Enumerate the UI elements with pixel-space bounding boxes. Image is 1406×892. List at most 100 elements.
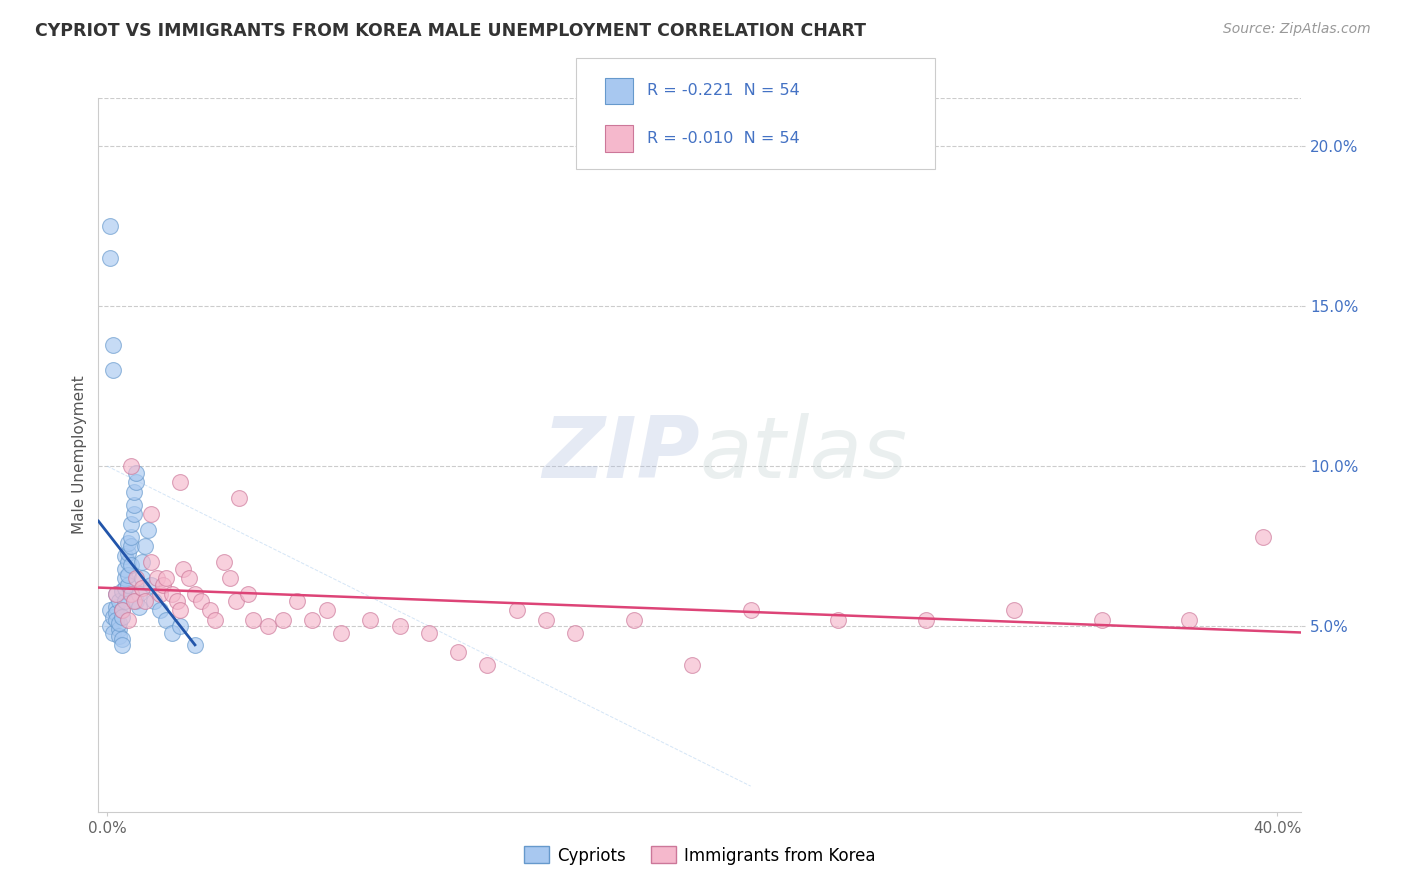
Point (149, 603, 172, 617)
Point (122, 498, 145, 512)
Point (128, 599, 150, 614)
Point (131, 581, 153, 595)
Point (117, 545, 139, 559)
Point (285, 593, 308, 607)
Point (120, 587, 142, 601)
Point (111, 638, 134, 652)
Point (120, 516, 142, 531)
Point (315, 603, 337, 617)
Point (827, 613, 849, 627)
Point (122, 484, 145, 499)
Point (146, 571, 169, 585)
Point (108, 615, 131, 630)
Point (447, 645, 470, 659)
Point (128, 587, 150, 601)
Point (681, 657, 703, 672)
Point (104, 599, 127, 614)
Point (122, 507, 145, 521)
Point (98, 219, 121, 233)
Point (125, 475, 148, 489)
Y-axis label: Male Unemployment: Male Unemployment (72, 376, 87, 534)
Point (111, 583, 134, 598)
Point (330, 625, 353, 640)
Point (111, 603, 134, 617)
Point (177, 571, 200, 585)
Point (564, 625, 586, 640)
Text: ZIP: ZIP (541, 413, 699, 497)
Point (117, 555, 139, 569)
Point (184, 587, 207, 601)
Text: CYPRIOT VS IMMIGRANTS FROM KOREA MALE UNEMPLOYMENT CORRELATION CHART: CYPRIOT VS IMMIGRANTS FROM KOREA MALE UN… (35, 22, 866, 40)
Point (114, 561, 136, 575)
Point (257, 619, 280, 633)
Point (301, 613, 323, 627)
Point (114, 571, 136, 585)
Point (104, 613, 127, 627)
Point (104, 587, 127, 601)
Point (114, 549, 136, 563)
Point (152, 577, 174, 591)
Point (101, 337, 124, 351)
Point (160, 625, 183, 640)
Point (1091, 613, 1114, 627)
Point (915, 613, 938, 627)
Point (477, 657, 499, 672)
Point (242, 613, 264, 627)
Point (120, 558, 142, 573)
Text: R = -0.221  N = 54: R = -0.221 N = 54 (647, 84, 800, 98)
Point (623, 613, 645, 627)
Point (104, 587, 127, 601)
Point (111, 603, 134, 617)
Point (740, 603, 762, 617)
Point (104, 607, 127, 621)
Point (534, 613, 557, 627)
Point (111, 609, 134, 624)
Point (198, 603, 221, 617)
Point (219, 571, 242, 585)
Point (111, 632, 134, 646)
Point (114, 593, 136, 607)
Point (122, 593, 145, 607)
Point (1178, 613, 1201, 627)
Legend: Cypriots, Immigrants from Korea: Cypriots, Immigrants from Korea (517, 839, 882, 871)
Point (143, 593, 166, 607)
Point (120, 459, 142, 474)
Point (125, 571, 148, 585)
Point (228, 491, 250, 505)
Point (134, 539, 156, 553)
Point (101, 609, 124, 624)
Point (139, 577, 162, 591)
Point (125, 593, 148, 607)
Point (101, 625, 124, 640)
Point (117, 577, 139, 591)
Point (136, 523, 159, 537)
Point (117, 536, 139, 550)
Point (190, 593, 212, 607)
Point (204, 613, 226, 627)
Point (98, 603, 121, 617)
Point (149, 587, 172, 601)
Point (131, 555, 153, 569)
Point (169, 619, 191, 633)
Point (505, 603, 527, 617)
Point (98, 251, 121, 265)
Point (172, 561, 194, 575)
Point (169, 475, 191, 489)
Point (155, 613, 177, 627)
Point (120, 539, 142, 553)
Point (131, 571, 153, 585)
Point (169, 603, 191, 617)
Point (101, 363, 124, 377)
Point (225, 593, 247, 607)
Point (139, 507, 162, 521)
Point (114, 581, 136, 595)
Point (117, 568, 139, 582)
Point (117, 613, 139, 627)
Point (184, 638, 207, 652)
Point (271, 613, 294, 627)
Text: atlas: atlas (699, 413, 907, 497)
Point (120, 529, 142, 543)
Point (359, 613, 381, 627)
Point (160, 587, 183, 601)
Point (1251, 529, 1274, 543)
